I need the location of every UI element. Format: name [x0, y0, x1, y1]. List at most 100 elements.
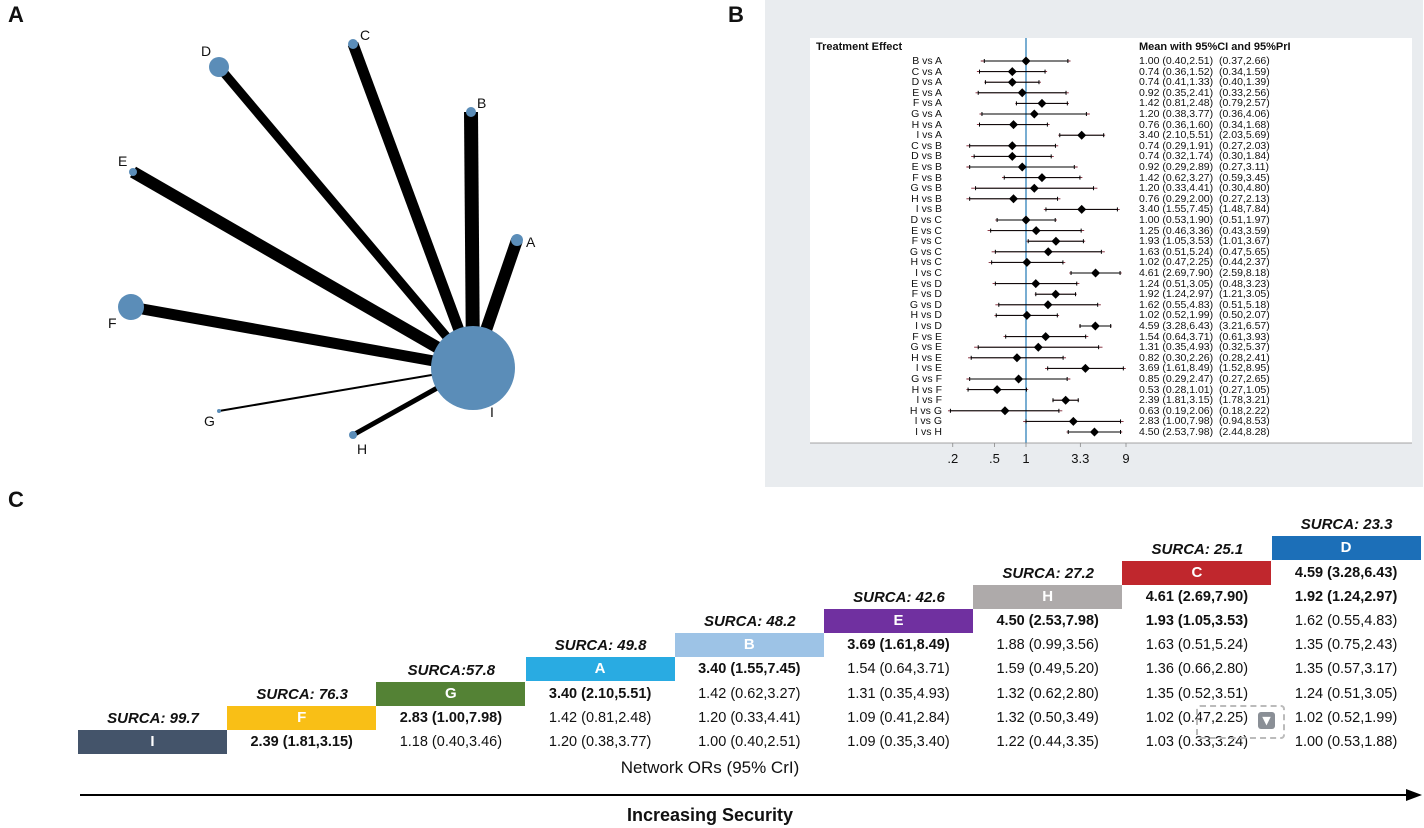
forest-mean-diamond [1022, 257, 1032, 267]
forest-x-tick: 1 [1022, 451, 1030, 466]
forest-row-label: G vs D [909, 298, 942, 311]
or-cell: 1.36 (0.66,2.80) [1145, 661, 1249, 678]
treatment-box-C: C [1122, 560, 1272, 585]
forest-row-label: G vs A [911, 108, 942, 120]
arrow-head [1406, 789, 1422, 801]
forest-row-label: D vs B [911, 150, 942, 163]
network-node-label: H [357, 441, 368, 457]
or-cell: 3.69 (1.61,8.49) [847, 637, 950, 654]
network-node-label: B [477, 95, 487, 111]
network-edge-D-I [215, 64, 477, 371]
forest-row-label: H vs G [909, 404, 942, 417]
forest-row-value: 1.54 (0.64,3.71) (0.61,3.93) [1139, 330, 1270, 343]
forest-row-label: I vs B [915, 203, 942, 216]
forest-row-label: G vs F [911, 373, 942, 385]
forest-row-value: 1.93 (1.05,3.53) (1.01,3.67) [1139, 235, 1270, 248]
forest-row-label: E vs B [911, 161, 942, 173]
forest-row-value: 0.85 (0.29,2.47) (0.27,2.65) [1139, 373, 1270, 385]
or-cell: 2.83 (1.00,7.98) [399, 709, 503, 726]
forest-row-value: 0.92 (0.29,2.89) (0.27,3.11) [1139, 161, 1269, 173]
or-cell: 1.59 (0.49,5.20) [996, 661, 1099, 678]
panel-letter-c: C [8, 487, 24, 512]
treatment-box-D: D [1271, 536, 1421, 561]
forest-row-label: H vs A [911, 118, 942, 131]
forest-mean-diamond [1031, 226, 1041, 236]
treatment-box-E: E [824, 609, 973, 633]
network-node-I [431, 326, 515, 410]
forest-row-value: 0.74 (0.32,1.74) (0.30,1.84) [1139, 150, 1270, 163]
forest-mean-diamond [1029, 183, 1039, 193]
forest-mean-diamond [1077, 204, 1087, 214]
forest-row-label: F vs C [911, 235, 942, 248]
network-node-label: C [360, 27, 371, 43]
forest-header-right: Mean with 95%CI and 95%PrI [1139, 41, 1291, 53]
forest-row-value: 1.20 (0.33,4.41) (0.30,4.80) [1139, 182, 1270, 195]
network-edge-C-I [347, 42, 479, 370]
chevron-down-icon[interactable]: ▼ [1258, 712, 1275, 729]
forest-x-tick: 3.3 [1071, 451, 1090, 466]
surca-label: SURCA: 49.8 [554, 637, 647, 655]
forest-row-label: E vs D [911, 277, 942, 290]
forest-row-value: 0.74 (0.29,1.91) (0.27,2.03) [1139, 139, 1270, 152]
forest-plot-area [810, 38, 1412, 443]
forest-mean-diamond [1000, 406, 1010, 416]
or-cell: 4.59 (3.28,6.43) [1294, 564, 1398, 581]
forest-mean-diamond [1031, 279, 1041, 289]
forest-mean-diamond [1017, 162, 1027, 172]
or-cell: 1.62 (0.55,4.83) [1294, 613, 1398, 629]
forest-mean-diamond [1068, 416, 1078, 426]
forest-mean-diamond [1007, 77, 1017, 87]
forest-row-label: D vs A [911, 76, 942, 89]
network-edge-F-I [130, 301, 474, 374]
surca-label: SURCA: 23.3 [1300, 516, 1393, 534]
treatment-box-I: I [78, 730, 227, 754]
forest-row-label: H vs C [910, 256, 943, 269]
or-cell: 1.32 (0.50,3.49) [996, 709, 1099, 726]
forest-mean-diamond [1021, 215, 1031, 225]
forest-mean-diamond [1012, 353, 1022, 363]
forest-row-value: 1.92 (1.24,2.97) (1.21,3.05) [1139, 288, 1270, 301]
or-cell: 1.63 (0.51,5.24) [1145, 637, 1249, 654]
forest-row-label: I vs D [915, 320, 942, 332]
or-cell: 1.35 (0.75,2.43) [1294, 637, 1398, 654]
forest-row-label: I vs H [915, 426, 942, 438]
forest-row-value: 1.00 (0.40,2.51) (0.37,2.66) [1139, 55, 1270, 67]
treatment-box-A: A [525, 657, 675, 682]
or-cell: 1.42 (0.81,2.48) [548, 709, 652, 726]
forest-mean-diamond [1043, 247, 1053, 257]
forest-mean-diamond [1007, 67, 1017, 77]
forest-row-label: B vs A [912, 55, 942, 67]
forest-row-label: H vs B [911, 192, 942, 205]
forest-mean-diamond [1033, 342, 1043, 352]
network-edge-G-I [218, 367, 474, 412]
surca-label: SURCA: 42.6 [853, 589, 945, 606]
or-cell: 1.09 (0.35,3.40) [847, 734, 950, 750]
forest-mean-diamond [1014, 374, 1024, 384]
network-node-C [348, 39, 358, 49]
or-cell: 1.24 (0.51,3.05) [1294, 685, 1398, 702]
network-node-A [511, 234, 523, 246]
treatment-box-H: H [973, 584, 1123, 609]
forest-row-value: 0.74 (0.41,1.33) (0.40,1.39) [1139, 76, 1270, 89]
forest-mean-diamond [1009, 194, 1019, 204]
forest-header-left: Treatment Effect [816, 41, 903, 53]
forest-row-value: 3.69 (1.61,8.49) (1.52,8.95) [1139, 362, 1270, 375]
forest-mean-diamond [1051, 236, 1061, 246]
forest-row-value: 0.82 (0.30,2.26) (0.28,2.41) [1139, 351, 1270, 364]
network-node-F [118, 294, 144, 320]
forest-row-label: E vs C [911, 224, 942, 237]
forest-row-value: 1.02 (0.47,2.25) (0.44,2.37) [1139, 256, 1270, 269]
forest-row-label: F vs B [912, 171, 942, 184]
or-cell: 1.20 (0.33,4.41) [698, 709, 801, 726]
forest-row-value: 4.50 (2.53,7.98) (2.44,8.28) [1139, 426, 1270, 438]
forest-mean-diamond [1009, 120, 1019, 130]
forest-row-value: 1.00 (0.53,1.90) (0.51,1.97) [1139, 214, 1270, 226]
forest-mean-diamond [992, 385, 1002, 395]
forest-row-value: 1.24 (0.51,3.05) (0.48,3.23) [1139, 277, 1270, 290]
or-cell: 1.35 (0.57,3.17) [1294, 661, 1398, 678]
forest-row-value: 0.92 (0.35,2.41) (0.33,2.56) [1139, 86, 1270, 99]
network-node-label: G [204, 413, 215, 429]
forest-row-label: H vs F [911, 383, 942, 396]
forest-row-label: F vs A [912, 97, 942, 110]
forest-row-value: 1.42 (0.81,2.48) (0.79,2.57) [1139, 97, 1270, 110]
